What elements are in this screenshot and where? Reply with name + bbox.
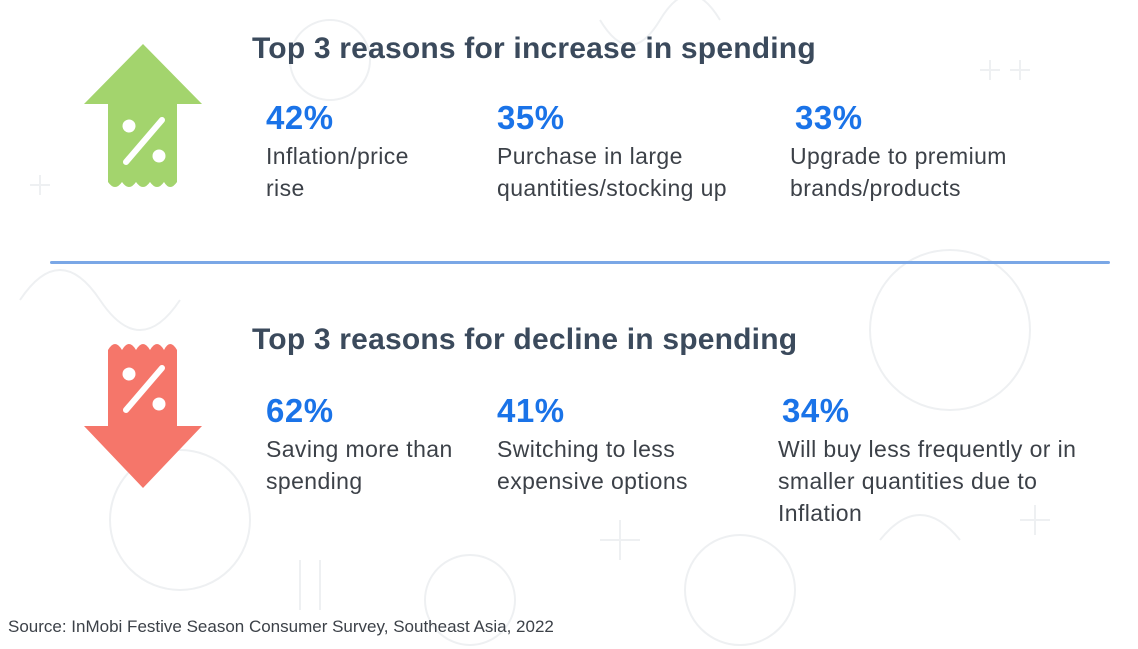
decline-stat-1: 62% Saving more than spending [266,393,466,497]
stat-label: Will buy less frequently or in smaller q… [778,436,1077,526]
source-note: Source: InMobi Festive Season Consumer S… [8,617,554,636]
stat-value: 41% [497,392,565,429]
decline-stat-3: 34% Will buy less frequently or in small… [778,393,1098,529]
stat-value: 35% [497,99,565,136]
stat-value: 42% [266,99,334,136]
down-arrow-percent-tag-icon [84,344,202,488]
section-divider [50,261,1110,264]
increase-section-title: Top 3 reasons for increase in spending [252,32,816,65]
stat-value: 62% [266,392,334,429]
stat-value: 34% [782,392,850,429]
stat-label: Switching to less expensive options [497,436,688,494]
stat-label: Inflation/price rise [266,143,409,201]
stat-value: 33% [795,99,863,136]
stat-label: Saving more than spending [266,436,453,494]
increase-stat-3: 33% Upgrade to premium brands/products [790,100,1070,204]
stat-label: Upgrade to premium brands/products [790,143,1007,201]
stat-label: Purchase in large quantities/stocking up [497,143,727,201]
decline-section-title: Top 3 reasons for decline in spending [252,323,798,356]
increase-stat-2: 35% Purchase in large quantities/stockin… [497,100,747,204]
increase-stat-1: 42% Inflation/price rise [266,100,466,204]
up-arrow-percent-tag-icon [84,44,202,187]
decline-stat-2: 41% Switching to less expensive options [497,393,747,497]
